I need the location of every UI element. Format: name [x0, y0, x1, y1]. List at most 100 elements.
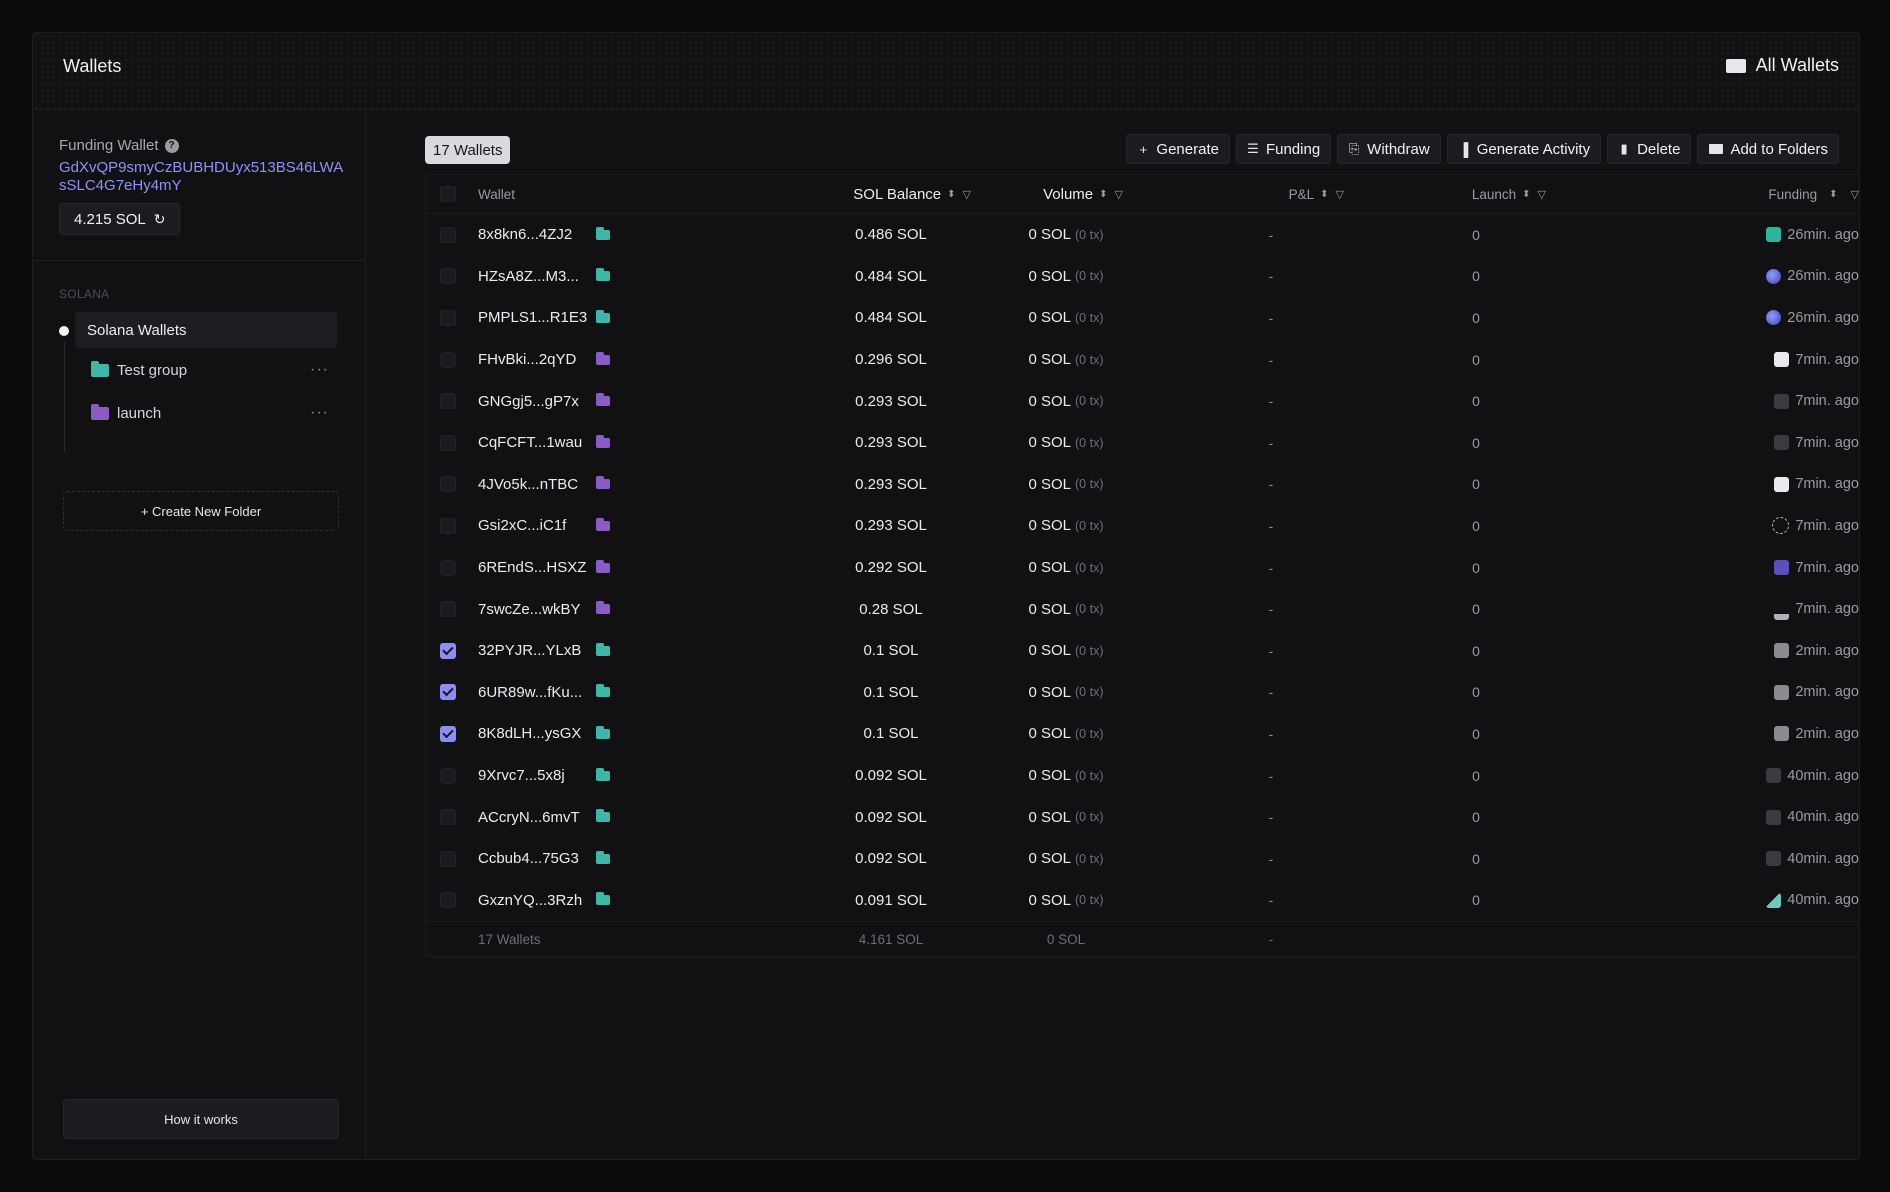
folder-icon[interactable] — [596, 767, 610, 781]
sort-icon[interactable]: ⬍ — [1320, 188, 1329, 200]
withdraw-button[interactable]: ⎘ Withdraw — [1337, 134, 1441, 164]
row-checkbox[interactable] — [440, 559, 456, 576]
filter-icon[interactable]: ▽ — [1537, 188, 1546, 201]
row-checkbox[interactable] — [440, 393, 456, 410]
folder-icon[interactable] — [596, 517, 610, 531]
filter-icon[interactable]: ▽ — [1114, 188, 1123, 201]
row-checkbox[interactable] — [440, 517, 456, 534]
funding-balance-badge[interactable]: 4.215 SOL ↻ — [59, 203, 181, 235]
table-row[interactable]: 6REndS...HSXZ 0.292 SOL 0 SOL (0 tx) - 0 7min.… — [426, 547, 1859, 589]
sidebar-folder-test-group[interactable]: Test group ··· — [91, 356, 337, 384]
wallet-address[interactable]: 32PYJR...YLxB — [478, 642, 582, 660]
table-row[interactable]: 8K8dLH...ysGX 0.1 SOL 0 SOL (0 tx) - 0 2min. a… — [426, 713, 1859, 755]
row-checkbox[interactable] — [440, 684, 456, 701]
row-checkbox[interactable] — [440, 892, 456, 909]
folder-icon[interactable] — [596, 226, 610, 240]
table-row[interactable]: 9Xrvc7...5x8j 0.092 SOL 0 SOL (0 tx) - 0 40min… — [426, 755, 1859, 797]
folder-icon[interactable] — [596, 393, 610, 407]
sidebar-folder-launch[interactable]: launch ··· — [91, 399, 337, 427]
wallet-address[interactable]: 4JVo5k...nTBC — [478, 475, 579, 493]
wallet-address[interactable]: HZsA8Z...M3... — [478, 267, 579, 285]
wallet-address[interactable]: Ccbub4...75G3 — [478, 850, 579, 868]
table-row[interactable]: 32PYJR...YLxB 0.1 SOL 0 SOL (0 tx) - 0 2min. a… — [426, 630, 1859, 672]
folder-icon[interactable] — [596, 684, 610, 698]
wallet-address[interactable]: 8K8dLH...ysGX — [478, 725, 582, 743]
more-icon[interactable]: ··· — [310, 404, 329, 421]
wallet-address[interactable]: 6UR89w...fKu... — [478, 683, 583, 701]
wallet-address[interactable]: PMPLS1...R1E3 — [478, 309, 588, 327]
folder-icon[interactable] — [596, 892, 610, 906]
funding-button[interactable]: ☰ Funding — [1235, 134, 1332, 164]
wallet-address[interactable]: Gsi2xC...iC1f — [478, 517, 567, 535]
filter-icon[interactable]: ▽ — [962, 188, 971, 201]
sidebar-item-solana-wallets[interactable]: Solana Wallets — [75, 312, 337, 348]
folder-icon[interactable] — [596, 559, 610, 573]
filter-icon[interactable]: ▽ — [1335, 188, 1344, 201]
help-icon[interactable]: ? — [164, 138, 179, 153]
folder-icon[interactable] — [596, 476, 610, 490]
header-wallet[interactable]: Wallet — [478, 186, 516, 202]
how-it-works-button[interactable]: How it works — [63, 1099, 339, 1139]
header-pnl[interactable]: P&L ⬍ ▽ — [1226, 175, 1344, 213]
folder-icon[interactable] — [596, 434, 610, 448]
row-checkbox[interactable] — [440, 767, 456, 784]
folder-icon[interactable] — [596, 809, 610, 823]
folder-icon[interactable] — [596, 351, 610, 365]
folder-icon[interactable] — [596, 309, 610, 323]
delete-button[interactable]: ▮ Delete — [1607, 134, 1692, 164]
wallet-address[interactable]: 8x8kn6...4ZJ2 — [478, 226, 573, 244]
folder-icon[interactable] — [596, 642, 610, 656]
table-row[interactable]: 7swcZe...wkBY 0.28 SOL 0 SOL (0 tx) - 0 7min. … — [426, 588, 1859, 630]
table-row[interactable]: GxznYQ...3Rzh 0.091 SOL 0 SOL (0 tx) - 0 40min… — [426, 880, 1859, 922]
folder-icon[interactable] — [596, 601, 610, 615]
sort-icon[interactable]: ⬍ — [1099, 188, 1108, 200]
table-row[interactable]: HZsA8Z...M3... 0.484 SOL 0 SOL (0 tx) - 0 26mi… — [426, 256, 1859, 298]
sort-icon[interactable]: ⬍ — [1829, 188, 1838, 200]
table-row[interactable]: 8x8kn6...4ZJ2 0.486 SOL 0 SOL (0 tx) - 0 26min… — [426, 214, 1859, 256]
table-row[interactable]: PMPLS1...R1E3 0.484 SOL 0 SOL (0 tx) - 0 26min… — [426, 297, 1859, 339]
generate-activity-button[interactable]: ▐ Generate Activity — [1446, 134, 1602, 164]
table-row[interactable]: 4JVo5k...nTBC 0.293 SOL 0 SOL (0 tx) - 0 7min.… — [426, 464, 1859, 506]
sort-icon[interactable]: ⬍ — [947, 188, 956, 200]
header-funding[interactable]: Funding ⬍ ▽ — [1659, 175, 1859, 213]
wallet-address[interactable]: FHvBki...2qYD — [478, 351, 577, 369]
folder-icon[interactable] — [596, 725, 610, 739]
row-checkbox[interactable] — [440, 309, 456, 326]
filter-icon[interactable]: ▽ — [1850, 188, 1859, 201]
table-row[interactable]: ACcryN...6mvT 0.092 SOL 0 SOL (0 tx) - 0 40min… — [426, 796, 1859, 838]
sort-icon[interactable]: ⬍ — [1522, 188, 1531, 200]
add-to-folders-button[interactable]: Add to Folders — [1697, 134, 1839, 164]
more-icon[interactable]: ··· — [310, 361, 329, 378]
wallet-address[interactable]: CqFCFT...1wau — [478, 434, 583, 452]
row-checkbox[interactable] — [440, 809, 456, 826]
header-volume[interactable]: Volume ⬍ ▽ — [1001, 175, 1123, 213]
row-checkbox[interactable] — [440, 642, 456, 659]
table-row[interactable]: CqFCFT...1wau 0.293 SOL 0 SOL (0 tx) - 0 7min.… — [426, 422, 1859, 464]
create-folder-button[interactable]: + Create New Folder — [63, 491, 339, 531]
header-sol-balance[interactable]: SOL Balance ⬍ ▽ — [806, 175, 971, 213]
row-checkbox[interactable] — [440, 601, 456, 618]
table-row[interactable]: Gsi2xC...iC1f 0.293 SOL 0 SOL (0 tx) - 0 7min.… — [426, 505, 1859, 547]
refresh-icon[interactable]: ↻ — [153, 210, 166, 227]
row-checkbox[interactable] — [440, 351, 456, 368]
row-checkbox[interactable] — [440, 434, 456, 451]
wallet-address[interactable]: 9Xrvc7...5x8j — [478, 767, 565, 785]
row-checkbox[interactable] — [440, 226, 456, 243]
all-wallets-button[interactable]: All Wallets — [1725, 55, 1839, 76]
wallet-address[interactable]: 7swcZe...wkBY — [478, 600, 581, 618]
table-row[interactable]: FHvBki...2qYD 0.296 SOL 0 SOL (0 tx) - 0 7min.… — [426, 339, 1859, 381]
table-row[interactable]: Ccbub4...75G3 0.092 SOL 0 SOL (0 tx) - 0 40min… — [426, 838, 1859, 880]
generate-button[interactable]: + Generate — [1126, 134, 1230, 164]
table-row[interactable]: 6UR89w...fKu... 0.1 SOL 0 SOL (0 tx) - 0 2min.… — [426, 672, 1859, 714]
wallet-address[interactable]: ACcryN...6mvT — [478, 808, 580, 826]
folder-icon[interactable] — [596, 268, 610, 282]
funding-wallet-address[interactable]: GdXvQP9smyCzBUBHDUyx513BS46LWAsSLC4G7eHy… — [59, 159, 344, 194]
select-all-checkbox[interactable] — [440, 186, 456, 202]
row-checkbox[interactable] — [440, 725, 456, 742]
table-row[interactable]: GNGgj5...gP7x 0.293 SOL 0 SOL (0 tx) - 0 7min.… — [426, 380, 1859, 422]
header-launch[interactable]: Launch ⬍ ▽ — [1436, 175, 1546, 213]
wallet-address[interactable]: 6REndS...HSXZ — [478, 559, 587, 577]
row-checkbox[interactable] — [440, 476, 456, 493]
wallet-address[interactable]: GxznYQ...3Rzh — [478, 891, 583, 909]
wallet-address[interactable]: GNGgj5...gP7x — [478, 392, 579, 410]
